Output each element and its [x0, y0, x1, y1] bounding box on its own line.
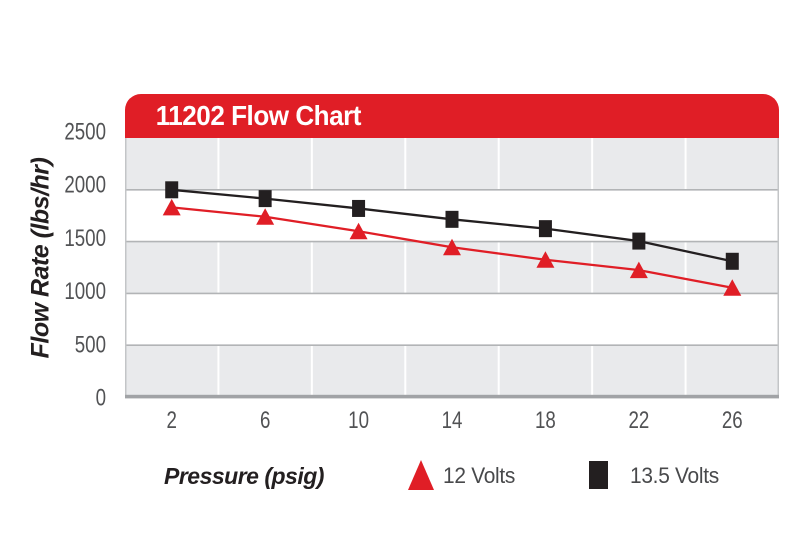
x-axis-title: Pressure (psig)	[164, 463, 324, 489]
svg-text:2: 2	[167, 407, 177, 434]
svg-text:1000: 1000	[64, 278, 106, 305]
svg-text:0: 0	[96, 384, 106, 411]
svg-text:14: 14	[442, 407, 463, 434]
svg-text:18: 18	[535, 407, 556, 434]
svg-text:6: 6	[260, 407, 270, 434]
svg-text:10: 10	[348, 407, 369, 434]
legend-label-13-5-volts: 13.5 Volts	[630, 463, 719, 488]
y-axis-title: Flow Rate (lbs/hr)	[26, 157, 55, 359]
triangle-icon	[408, 460, 434, 490]
svg-text:26: 26	[722, 407, 743, 434]
legend-label-12-volts: 12 Volts	[443, 463, 516, 488]
svg-text:22: 22	[628, 407, 649, 434]
chart-title: 11202 Flow Chart	[155, 100, 362, 131]
svg-text:1500: 1500	[64, 225, 106, 252]
chart-title-bar: 11202 Flow Chart	[125, 94, 779, 138]
svg-text:500: 500	[75, 331, 106, 358]
square-icon	[589, 461, 608, 489]
svg-text:2500: 2500	[64, 118, 106, 145]
svg-text:2000: 2000	[64, 172, 106, 199]
